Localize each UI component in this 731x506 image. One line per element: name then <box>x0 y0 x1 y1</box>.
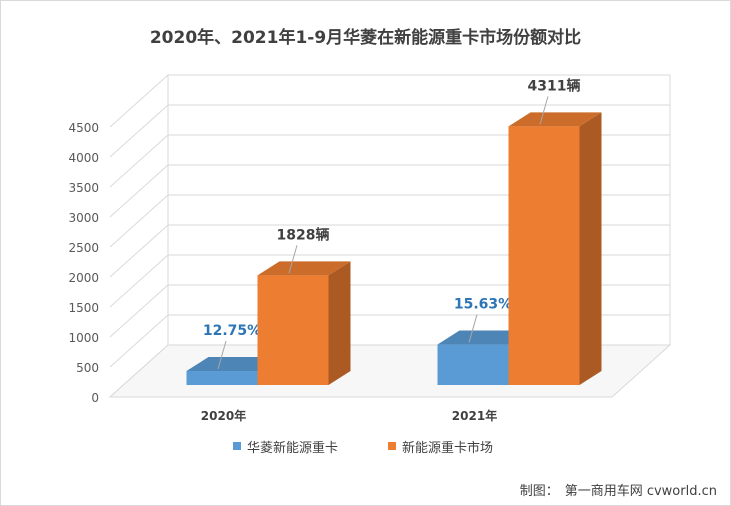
xtick-label-0: 2020年 <box>201 408 246 423</box>
bar-top-1-1 <box>508 112 602 127</box>
ytick-label-8: 4000 <box>68 151 99 165</box>
ytick-label-1: 500 <box>76 361 99 375</box>
data-label-0-0: 12.75% <box>203 323 261 339</box>
bar-front-1-0 <box>257 275 329 385</box>
side-gridline-1 <box>109 314 169 368</box>
legend-label-1: 新能源重卡市场 <box>402 440 493 456</box>
legend-swatch-1 <box>388 442 396 450</box>
side-gridline-2 <box>109 284 169 338</box>
bar-top-0-0 <box>186 357 280 372</box>
data-label-0-1: 15.63% <box>454 297 512 313</box>
credit-source: 第一商用车网 cvworld.cn <box>564 484 717 499</box>
credit-line: 制图： 第一商用车网 cvworld.cn <box>514 480 717 499</box>
side-gridline-6 <box>109 164 169 218</box>
chart-title: 2020年、2021年1-9月华菱在新能源重卡市场份额对比 <box>149 28 582 48</box>
bar-top-0-1 <box>437 330 531 345</box>
side-gridline-7 <box>109 134 169 188</box>
side-gridline-9 <box>109 74 169 128</box>
side-gridline-5 <box>109 194 169 248</box>
bar-front-0-1 <box>437 344 509 385</box>
bar-side-1-0 <box>328 261 351 385</box>
legend-label-0: 华菱新能源重卡 <box>247 440 338 456</box>
side-gridline-4 <box>109 224 169 278</box>
side-gridline-3 <box>109 254 169 308</box>
credit-label: 制图： <box>519 484 559 499</box>
legend-swatch-0 <box>233 442 241 450</box>
ytick-label-6: 3000 <box>68 211 99 225</box>
data-label-leader-0-1 <box>468 314 478 343</box>
data-label-leader-1-1 <box>539 96 549 125</box>
bar-front-0-0 <box>186 371 258 385</box>
bar-side-1-1 <box>579 112 602 385</box>
ytick-label-2: 1000 <box>68 331 99 345</box>
data-label-leader-1-0 <box>288 245 298 274</box>
bar-top-1-0 <box>257 261 351 276</box>
ytick-label-3: 1500 <box>68 301 99 315</box>
ytick-label-9: 4500 <box>68 121 99 135</box>
data-label-leader-0-0 <box>217 340 227 370</box>
data-label-1-0: 1828辆 <box>277 226 330 243</box>
ytick-label-7: 3500 <box>68 181 99 195</box>
xtick-label-1: 2021年 <box>452 408 497 423</box>
ytick-label-5: 2500 <box>68 241 99 255</box>
bar-front-1-1 <box>508 126 580 385</box>
ytick-label-4: 2000 <box>68 271 99 285</box>
data-label-1-1: 4311辆 <box>528 77 581 94</box>
ytick-label-0: 0 <box>91 391 99 405</box>
side-gridline-8 <box>109 104 169 158</box>
